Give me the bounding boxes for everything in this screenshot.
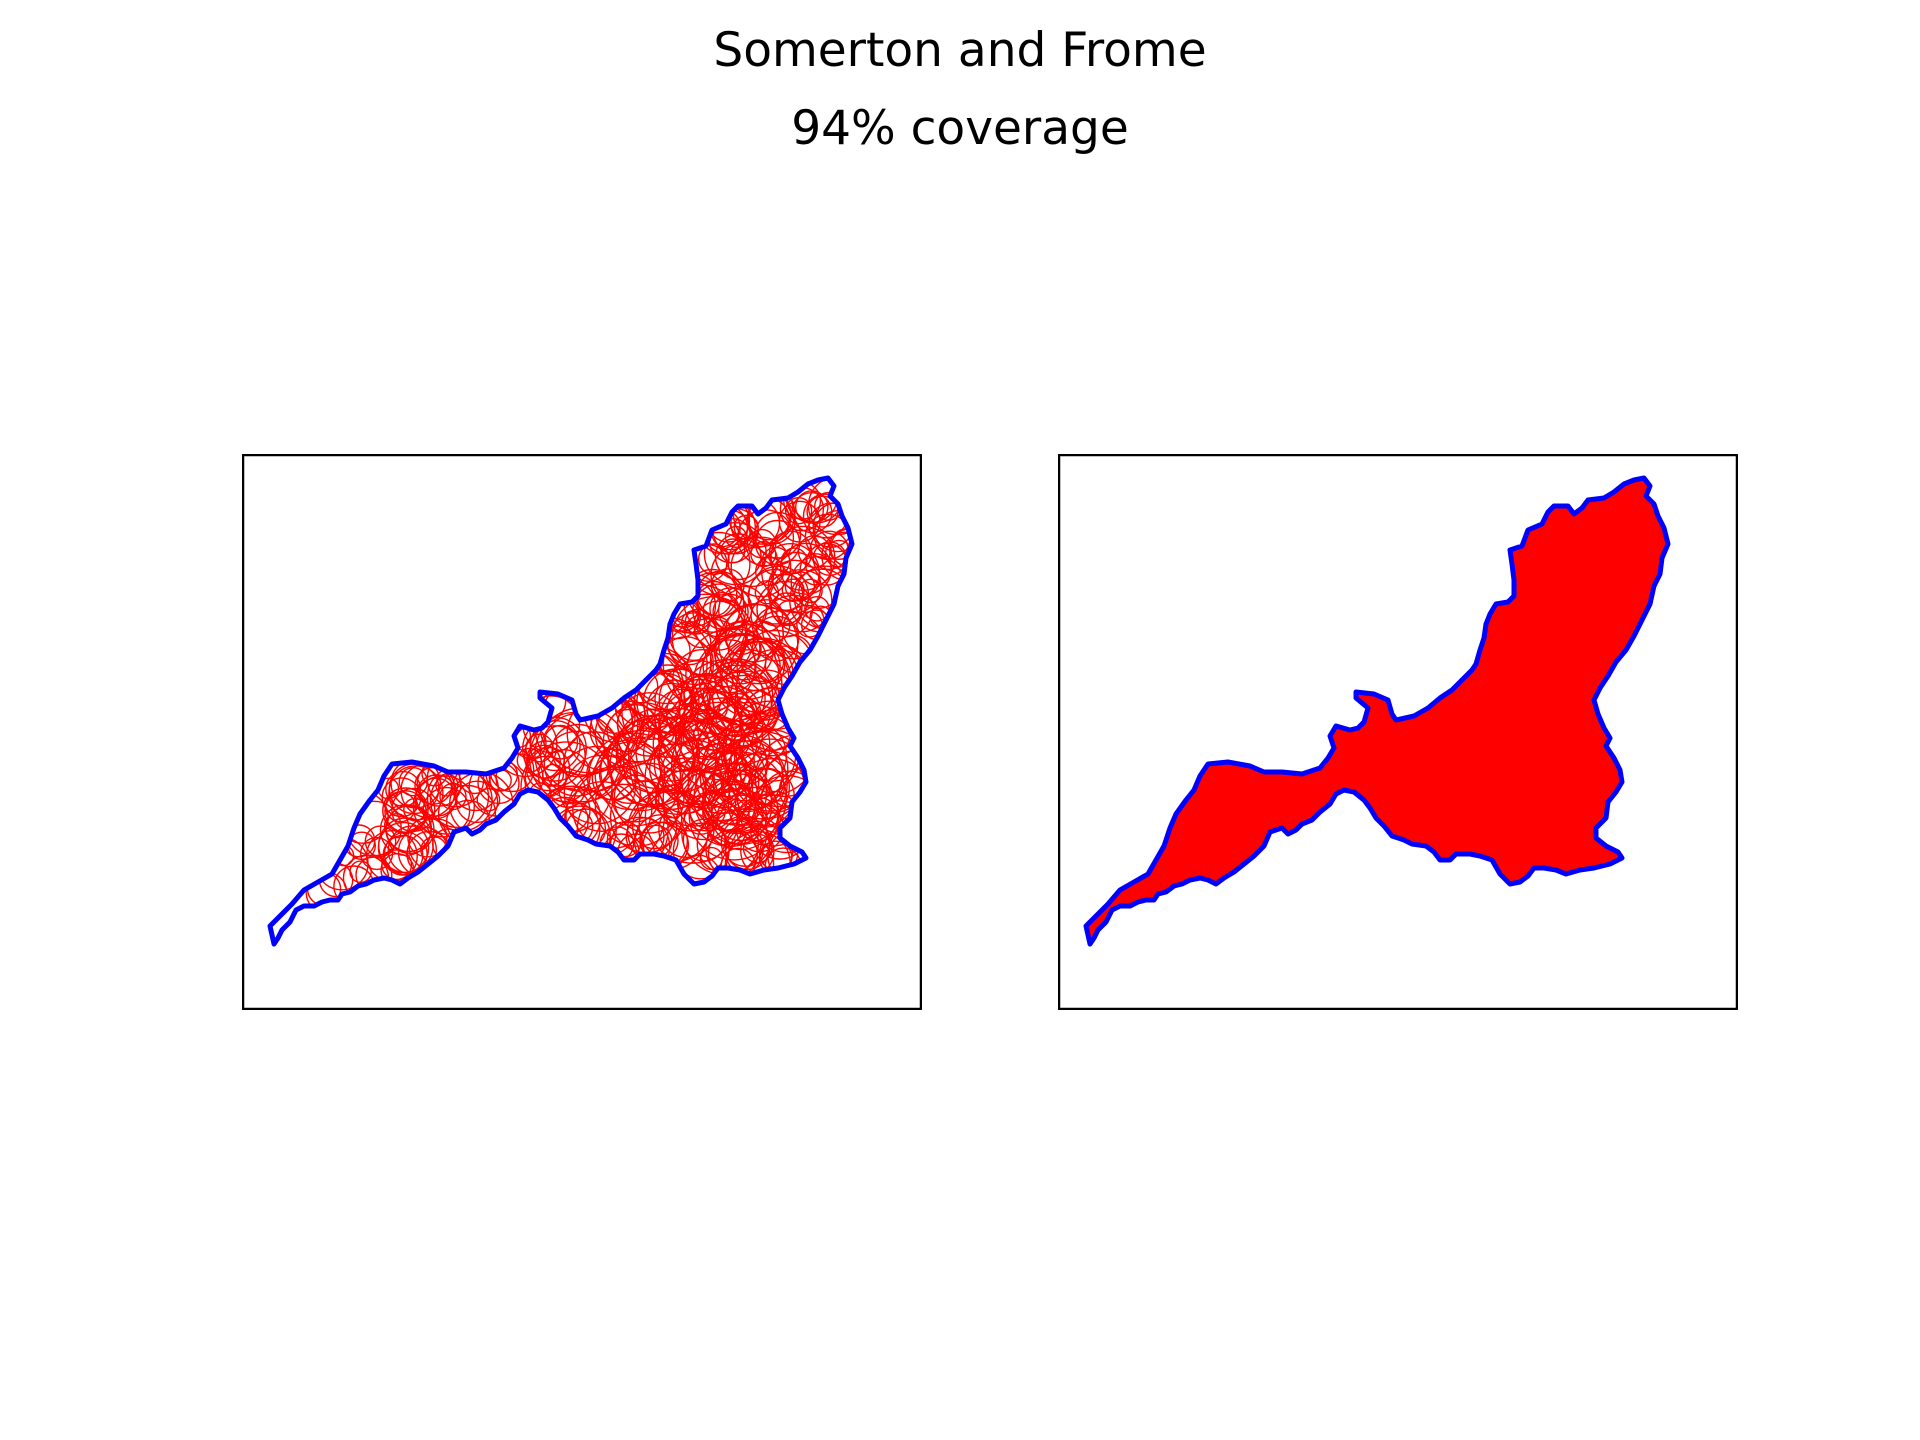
coverage-circle	[755, 607, 791, 643]
coverage-circle	[736, 796, 781, 842]
coverage-circle	[807, 478, 852, 536]
coverage-circle	[654, 679, 694, 719]
coverage-circle	[563, 754, 641, 832]
coverage-circle	[388, 765, 444, 821]
coverage-circle	[767, 559, 822, 614]
coverage-circle	[799, 553, 832, 586]
coverage-circle	[360, 836, 394, 871]
coverage-circle	[674, 685, 764, 775]
figure-title: Somerton and Frome	[713, 23, 1207, 78]
coverage-circle	[658, 687, 743, 772]
coverage-circle	[733, 514, 759, 541]
coverage-circle	[718, 603, 799, 685]
coverage-circle	[710, 543, 775, 607]
coverage-circle	[767, 573, 805, 611]
coverage-circle	[516, 747, 542, 774]
coverage-circle	[709, 587, 753, 631]
coverage-circle	[798, 578, 823, 604]
coverage-circle	[662, 755, 748, 841]
coverage-circle	[715, 626, 761, 672]
coverage-circle	[681, 610, 706, 635]
coverage-circle	[398, 767, 429, 797]
coverage-circle	[703, 521, 767, 586]
coverage-circle	[609, 721, 696, 808]
coverage-circle	[697, 543, 730, 576]
coverage-circle	[671, 596, 755, 679]
filled-map-panel	[1058, 454, 1738, 1010]
region-boundary	[267, 475, 855, 947]
coverage-circle	[476, 787, 501, 812]
coverage-circle	[594, 700, 662, 768]
coverage-circle	[701, 762, 773, 833]
coverage-fill	[1086, 478, 1668, 944]
region-boundary	[1083, 475, 1671, 947]
coverage-circle	[720, 538, 746, 564]
circles-map-panel	[242, 454, 922, 1010]
coverage-circle	[529, 720, 581, 772]
coverage-circle	[594, 762, 680, 847]
coverage-circle	[670, 716, 768, 814]
coverage-circle	[557, 745, 637, 825]
coverage-circle	[377, 821, 430, 874]
coverage-circle	[384, 790, 428, 833]
circles-map-svg	[242, 454, 922, 1010]
coverage-circle	[754, 511, 802, 559]
coverage-circle	[711, 671, 766, 726]
coverage-circle	[543, 724, 579, 760]
coverage-circle	[522, 716, 588, 782]
coverage-circle	[606, 821, 643, 858]
filled-map-svg	[1058, 454, 1738, 1010]
coverage-circle	[791, 491, 833, 534]
coverage-circle	[683, 672, 731, 721]
coverage-circle	[606, 708, 650, 753]
coverage-circle	[714, 649, 783, 717]
coverage-subtitle: 94% coverage	[791, 101, 1129, 156]
coverage-circle	[702, 660, 774, 732]
coverage-circle	[525, 733, 554, 763]
coverage-circle	[631, 803, 678, 850]
coverage-circle	[616, 703, 657, 744]
coverage-circle	[768, 530, 813, 575]
coverage-circle	[602, 701, 683, 782]
coverage-circle	[543, 730, 610, 797]
